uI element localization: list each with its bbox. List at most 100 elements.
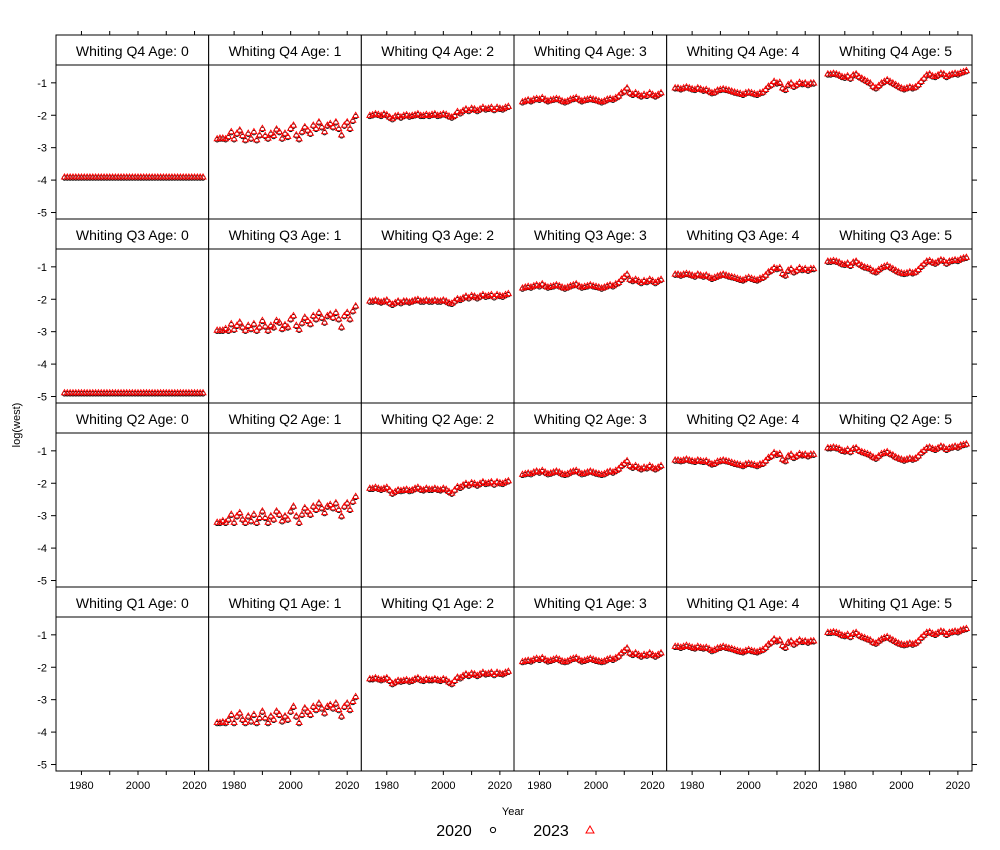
point-2023 xyxy=(804,80,812,88)
point-2023 xyxy=(773,450,781,457)
panel-plot-area xyxy=(818,64,973,220)
point-2023 xyxy=(846,261,855,268)
point-2023 xyxy=(781,643,790,650)
y-tick-label: -4 xyxy=(37,727,47,739)
point-2023 xyxy=(199,172,207,180)
point-2023 xyxy=(419,485,428,493)
panel: Whiting Q3 Age: 1 xyxy=(208,218,362,404)
point-2023 xyxy=(623,270,631,277)
point-2023 xyxy=(578,283,586,290)
point-2023 xyxy=(284,515,292,522)
point-2023 xyxy=(883,447,891,455)
panel-strip xyxy=(208,218,362,250)
panel-title: Whiting Q1 Age: 2 xyxy=(381,595,494,611)
point-2023 xyxy=(255,322,264,330)
point-2023 xyxy=(753,461,761,469)
point-2023 xyxy=(484,104,493,111)
point-2023 xyxy=(770,77,778,84)
point-2023 xyxy=(855,259,863,267)
point-2023 xyxy=(326,500,335,507)
point-2023 xyxy=(281,320,289,328)
point-2023 xyxy=(323,311,332,319)
panel-plot-area xyxy=(208,64,362,220)
point-2023 xyxy=(470,104,479,112)
point-2023 xyxy=(261,131,269,139)
point-2023 xyxy=(252,518,261,525)
point-2023 xyxy=(349,306,357,314)
point-2023 xyxy=(479,668,487,675)
point-2023 xyxy=(934,70,942,78)
point-2023 xyxy=(677,643,685,650)
point-2023 xyxy=(903,83,911,91)
point-2023 xyxy=(241,326,250,333)
point-2023 xyxy=(713,86,722,93)
point-2023 xyxy=(826,443,835,451)
point-2023 xyxy=(631,275,640,282)
panel-title: Whiting Q1 Age: 1 xyxy=(229,595,342,611)
point-2023 xyxy=(481,104,490,112)
point-2023 xyxy=(431,109,439,117)
point-2023 xyxy=(320,127,329,135)
point-2023 xyxy=(809,450,818,457)
point-2023 xyxy=(303,707,312,714)
panel: Whiting Q2 Age: 3 xyxy=(513,402,668,588)
point-2023 xyxy=(216,718,224,726)
point-2023 xyxy=(841,73,849,80)
point-2023 xyxy=(298,127,306,135)
point-2023 xyxy=(428,675,436,683)
point-2023 xyxy=(948,256,957,263)
point-2023 xyxy=(504,667,513,674)
point-2023 xyxy=(272,124,281,132)
point-2023 xyxy=(481,479,490,486)
point-2023 xyxy=(603,655,612,662)
point-2023 xyxy=(391,112,400,119)
point-2023 xyxy=(866,450,875,458)
point-2023 xyxy=(566,655,575,662)
point-2023 xyxy=(527,656,535,664)
point-2023 xyxy=(600,283,609,290)
point-2023 xyxy=(436,296,445,304)
point-2023 xyxy=(954,627,962,635)
point-2023 xyxy=(713,643,722,651)
point-2023 xyxy=(323,121,332,128)
point-2023 xyxy=(346,124,354,131)
point-2023 xyxy=(925,443,934,450)
point-2023 xyxy=(544,469,552,477)
point-2023 xyxy=(578,469,586,477)
point-2023 xyxy=(549,655,558,662)
point-2023 xyxy=(235,318,244,325)
point-2023 xyxy=(332,498,340,506)
point-2023 xyxy=(258,506,267,514)
point-2023 xyxy=(281,711,289,719)
point-2023 xyxy=(269,131,278,139)
point-2023 xyxy=(235,508,244,516)
panel: Whiting Q1 Age: 1 xyxy=(208,586,362,772)
point-2023 xyxy=(914,451,923,459)
panel-title: Whiting Q2 Age: 4 xyxy=(687,411,800,427)
point-2023 xyxy=(235,708,244,716)
y-tick-label: -3 xyxy=(37,143,47,155)
point-2023 xyxy=(631,88,640,96)
panel-strip xyxy=(666,402,820,434)
point-2023 xyxy=(614,652,623,659)
point-2023 xyxy=(939,256,948,263)
point-2023 xyxy=(809,78,818,86)
point-2023 xyxy=(366,111,374,118)
point-2023 xyxy=(566,281,575,289)
point-2023 xyxy=(804,266,812,273)
point-2023 xyxy=(583,95,592,102)
panel-title: Whiting Q4 Age: 5 xyxy=(839,43,952,59)
point-2023 xyxy=(923,443,931,451)
panel-strip xyxy=(513,34,668,66)
point-2023 xyxy=(267,511,275,519)
point-2023 xyxy=(391,298,400,306)
x-axis-title: Year xyxy=(502,806,525,818)
point-2023 xyxy=(462,292,470,299)
point-2023 xyxy=(286,124,295,131)
point-2023 xyxy=(710,645,719,653)
point-2023 xyxy=(264,718,272,726)
point-2023 xyxy=(521,656,530,664)
panel-strip xyxy=(360,34,515,66)
point-2023 xyxy=(756,459,764,467)
point-2023 xyxy=(541,95,549,102)
